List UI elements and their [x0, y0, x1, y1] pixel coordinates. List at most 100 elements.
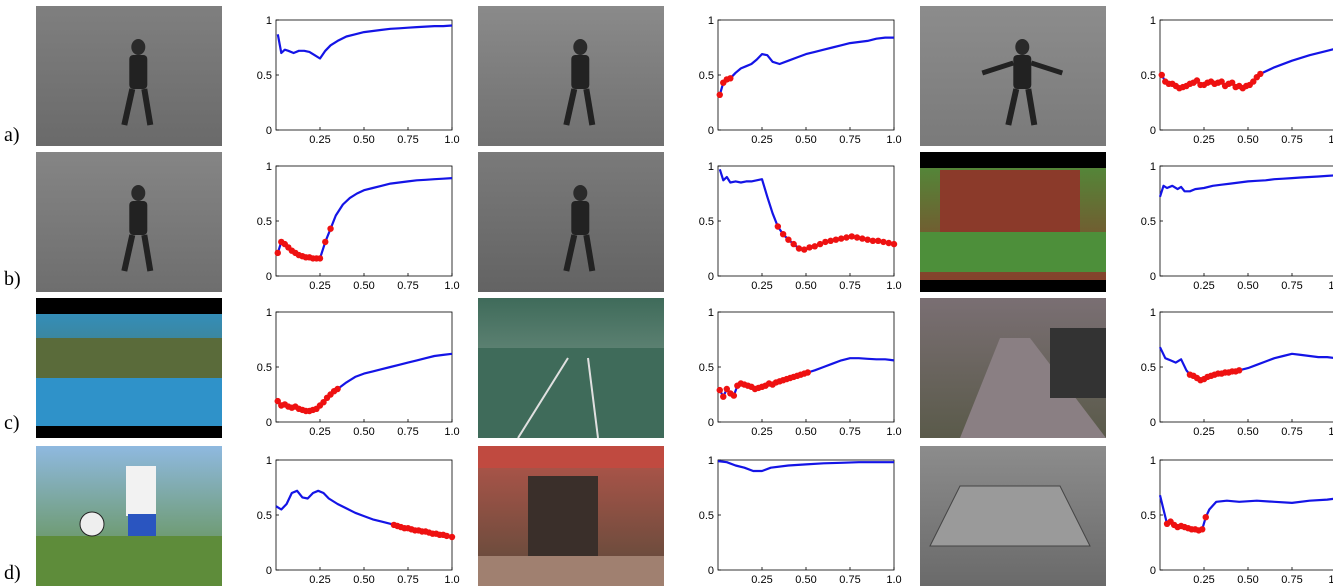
- series-line: [1158, 174, 1333, 198]
- lawn: [920, 232, 1106, 272]
- person-legs: [1005, 88, 1038, 126]
- frame-background: [920, 6, 1106, 146]
- letterbox-bottom: [920, 280, 1106, 292]
- y-tick-label: 0: [1150, 417, 1156, 429]
- x-tick-label: 0.75: [397, 134, 418, 146]
- x-tick-label: 1.0: [444, 426, 459, 438]
- soccer-ball: [79, 511, 105, 537]
- y-tick-label: 0: [1150, 125, 1156, 137]
- plot-frame: [1159, 19, 1333, 131]
- series-line: [717, 460, 894, 473]
- similarity-plot: 0.25 0.50 0.75 1.0 0 0.5 1: [698, 307, 902, 440]
- x-tick-label: 1.0: [444, 574, 459, 586]
- y-tick-label: 1: [266, 455, 272, 467]
- player-shirt: [126, 466, 156, 516]
- highlight-point: [804, 369, 811, 376]
- y-tick-label: 0.5: [1141, 216, 1156, 228]
- awning: [478, 446, 664, 468]
- similarity-plot: 0.25 0.50 0.75 1.0 0 0.5 1: [1140, 455, 1333, 588]
- highlight-point: [1193, 77, 1201, 84]
- row-label-b: b): [4, 268, 21, 290]
- similarity-plot: 0.25 0.50 0.75 1.0 0 0.5 1: [256, 307, 460, 440]
- x-tick-label: 1.0: [1328, 574, 1333, 586]
- x-tick-label: 0.50: [353, 574, 374, 586]
- y-tick-label: 0.5: [1141, 70, 1156, 82]
- highlight-point: [795, 245, 803, 252]
- series-line: [1159, 346, 1333, 382]
- x-tick-label: 1.0: [886, 426, 901, 438]
- y-tick-label: 0.5: [699, 70, 714, 82]
- highlight-point: [832, 236, 840, 243]
- x-tick-label: 0.50: [795, 134, 816, 146]
- poolside: [36, 338, 222, 378]
- y-tick-label: 0: [1150, 271, 1156, 283]
- similarity-plot: 0.25 0.50 0.75 1.0 0 0.5 1: [256, 161, 460, 294]
- highlight-point: [274, 249, 281, 257]
- x-tick-label: 0.75: [839, 280, 860, 292]
- video-frame-thumbnail: [920, 446, 1106, 586]
- y-tick-label: 1: [708, 161, 714, 173]
- plot-frame: [717, 459, 895, 571]
- person-head: [131, 39, 146, 55]
- highlight-point: [730, 392, 738, 399]
- y-tick-label: 0: [266, 565, 272, 577]
- x-tick-label: 0.50: [795, 280, 816, 292]
- highlight-point: [816, 240, 824, 248]
- plot-frame: [1159, 459, 1333, 571]
- highlight-point: [806, 244, 813, 251]
- highlight-point: [1250, 78, 1257, 85]
- highlight-point: [785, 236, 792, 243]
- video-frame-thumbnail: [36, 446, 222, 586]
- highlight-point: [790, 240, 797, 248]
- y-tick-label: 1: [266, 15, 272, 27]
- highlight-point: [1257, 70, 1264, 78]
- x-tick-label: 1.0: [1328, 134, 1333, 146]
- person-torso: [1013, 55, 1032, 89]
- letterbox-top: [920, 152, 1106, 168]
- person-torso: [129, 201, 148, 235]
- pool-water: [36, 378, 222, 428]
- x-tick-label: 0.50: [1237, 426, 1258, 438]
- x-tick-label: 0.75: [397, 574, 418, 586]
- video-frame-thumbnail: [36, 6, 222, 146]
- x-tick-label: 0.75: [839, 134, 860, 146]
- video-frame-thumbnail: [478, 6, 664, 146]
- x-tick-label: 1.0: [886, 134, 901, 146]
- video-frame-thumbnail: [478, 152, 664, 292]
- x-tick-label: 0.75: [839, 426, 860, 438]
- series-line: [276, 177, 453, 260]
- person-head: [573, 185, 588, 201]
- highlight-point: [774, 223, 782, 230]
- x-tick-label: 0.75: [397, 280, 418, 292]
- row-label-d: d): [4, 562, 21, 584]
- row-label-a: a): [4, 124, 20, 146]
- y-tick-label: 1: [1150, 15, 1156, 27]
- y-tick-label: 1: [1150, 455, 1156, 467]
- y-tick-label: 0: [708, 125, 714, 137]
- video-frame-thumbnail: [478, 298, 664, 438]
- x-tick-label: 0.25: [751, 280, 772, 292]
- y-tick-label: 0.5: [1141, 362, 1156, 374]
- plot-frame: [275, 19, 453, 131]
- y-tick-label: 0.5: [699, 510, 714, 522]
- x-tick-label: 1.0: [1328, 426, 1333, 438]
- x-tick-label: 0.50: [795, 574, 816, 586]
- frame-background: [36, 152, 222, 292]
- frame-background: [478, 152, 664, 292]
- x-tick-label: 0.25: [751, 426, 772, 438]
- x-tick-label: 0.25: [751, 574, 772, 586]
- highlight-point: [1158, 71, 1165, 79]
- video-frame-thumbnail: [920, 152, 1106, 292]
- person-head: [1015, 39, 1030, 55]
- y-tick-label: 0: [266, 417, 272, 429]
- court: [478, 348, 664, 438]
- x-tick-label: 0.25: [751, 134, 772, 146]
- highlight-point: [890, 240, 898, 248]
- y-tick-label: 0: [708, 271, 714, 283]
- y-tick-label: 0.5: [257, 362, 272, 374]
- x-tick-label: 0.50: [1237, 280, 1258, 292]
- player-shorts: [128, 514, 156, 536]
- y-tick-label: 0: [1150, 565, 1156, 577]
- video-frame-thumbnail: [478, 446, 664, 586]
- y-tick-label: 0.5: [257, 216, 272, 228]
